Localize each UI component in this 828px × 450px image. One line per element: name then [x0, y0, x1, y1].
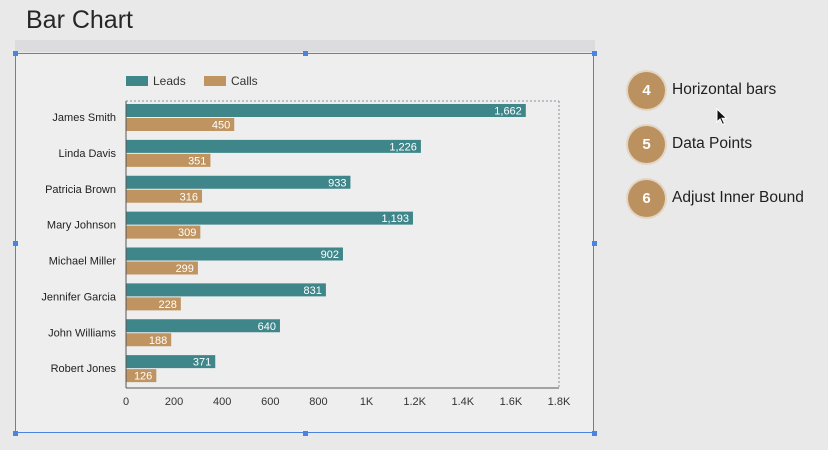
bar-calls — [126, 118, 235, 131]
category-label: Michael Miller — [49, 256, 117, 268]
step-item: 6 Adjust Inner Bound — [628, 179, 804, 217]
data-label: 371 — [193, 357, 211, 369]
step-number-badge: 6 — [628, 179, 665, 217]
chart-component[interactable]: Leads Calls James Smith 1,662 450 Linda Davi… — [12, 50, 597, 436]
data-label: 640 — [258, 321, 276, 333]
data-label: 188 — [149, 335, 167, 347]
x-tick-label: 200 — [165, 396, 183, 408]
data-label: 1,662 — [494, 106, 522, 118]
x-tick-label: 400 — [213, 396, 231, 408]
bar-leads — [126, 283, 326, 297]
x-tick-label: 800 — [309, 396, 327, 408]
canvas-header-strip — [15, 40, 595, 52]
x-tick-label: 600 — [261, 396, 279, 408]
bar-leads — [126, 211, 413, 225]
bar-calls — [126, 333, 172, 347]
bar-calls — [126, 189, 203, 203]
legend-label: Calls — [231, 74, 258, 88]
legend-label: Leads — [153, 74, 186, 88]
step-item: 4 Horizontal bars — [628, 71, 776, 109]
x-tick-label: 1K — [360, 396, 374, 408]
bar-calls — [126, 153, 211, 167]
resize-handle-top-middle[interactable] — [303, 50, 308, 56]
x-tick-label: 1.8K — [548, 396, 571, 408]
step-label: Horizontal bars — [672, 81, 777, 98]
data-label: 351 — [188, 155, 206, 167]
bar-calls — [126, 297, 181, 311]
category-label: John Williams — [48, 327, 116, 339]
resize-handle-top-right[interactable] — [591, 50, 597, 56]
category-label: Linda Davis — [59, 148, 117, 160]
bar-calls — [126, 225, 201, 239]
bar-leads — [126, 104, 526, 117]
data-label: 450 — [212, 120, 230, 132]
category-label: Robert Jones — [51, 363, 117, 375]
category-label: Patricia Brown — [45, 184, 116, 196]
bar-calls — [126, 369, 157, 383]
resize-handle-middle-right[interactable] — [591, 241, 597, 246]
data-label: 831 — [304, 285, 322, 297]
mouse-cursor-icon — [716, 108, 728, 126]
bar-leads — [126, 319, 280, 333]
resize-handle-bottom-right[interactable] — [591, 430, 597, 436]
step-item: 5 Data Points — [628, 125, 752, 163]
data-label: 228 — [158, 299, 176, 311]
category-label: Mary Johnson — [47, 220, 116, 232]
category-label: Jennifer Garcia — [41, 291, 116, 303]
bar-leads — [126, 139, 421, 153]
step-number-badge: 5 — [628, 125, 665, 163]
step-number-badge: 4 — [628, 71, 665, 109]
data-label: 1,193 — [381, 213, 409, 225]
bar-chart: Leads Calls James Smith 1,662 450 Linda Davi… — [41, 74, 571, 408]
resize-handle-bottom-left[interactable] — [12, 430, 18, 436]
data-label: 299 — [176, 263, 194, 275]
page-title: Bar Chart — [26, 6, 133, 34]
step-label: Data Points — [672, 135, 753, 152]
bar-leads — [126, 175, 351, 189]
resize-handle-bottom-middle[interactable] — [303, 430, 308, 436]
data-label: 902 — [321, 249, 339, 261]
resize-handle-middle-left[interactable] — [12, 241, 18, 246]
x-tick-label: 1.2K — [403, 396, 426, 408]
data-label: 309 — [178, 227, 196, 239]
bar-leads — [126, 355, 216, 369]
bar-calls — [126, 261, 198, 275]
x-tick-label: 1.6K — [500, 396, 523, 408]
legend-swatch-leads — [126, 76, 148, 86]
category-label: James Smith — [52, 112, 116, 124]
data-label: 126 — [134, 371, 152, 383]
step-label: Adjust Inner Bound — [672, 189, 804, 206]
data-label: 316 — [180, 191, 198, 203]
x-tick-label: 1.4K — [451, 396, 474, 408]
data-label: 1,226 — [389, 141, 417, 153]
resize-handle-top-left[interactable] — [12, 50, 18, 56]
data-label: 933 — [328, 177, 346, 189]
x-tick-label: 0 — [123, 396, 129, 408]
bar-leads — [126, 247, 343, 261]
legend-swatch-calls — [204, 76, 226, 86]
